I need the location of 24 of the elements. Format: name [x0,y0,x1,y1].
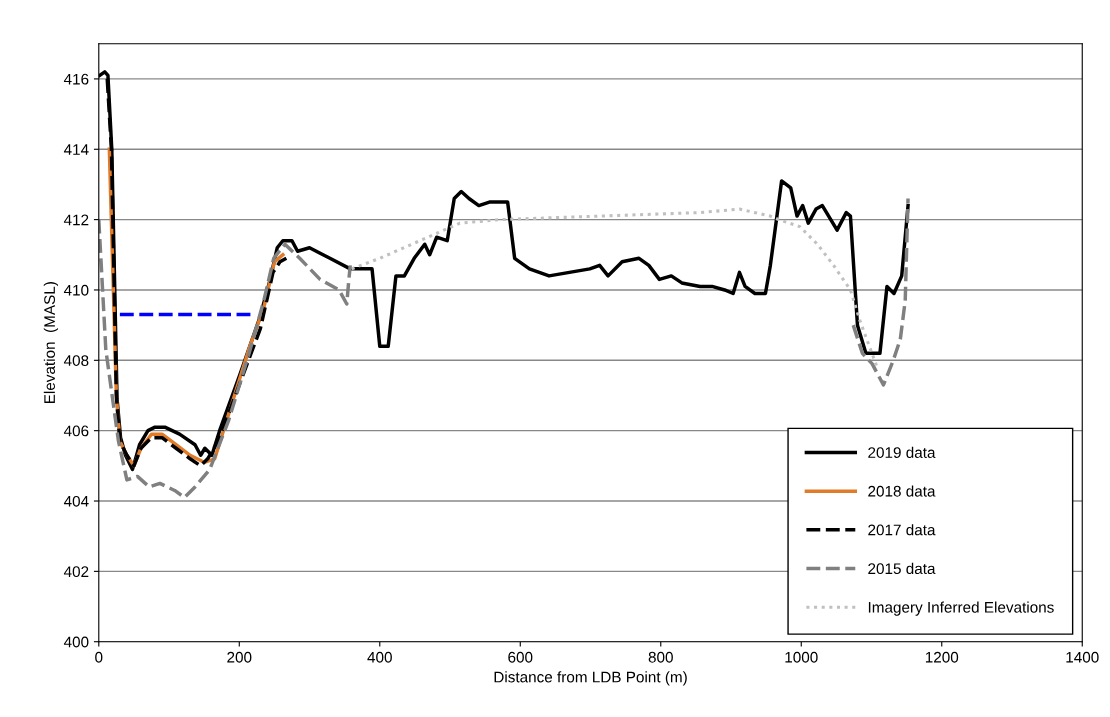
y-tick-label: 408 [63,355,89,366]
y-tick-label: 404 [63,495,89,507]
legend-label: 2018 data [868,485,936,497]
legend-label: Imagery Inferred Elevations [868,601,1054,616]
y-tick-label: 410 [63,284,89,296]
y-tick-label: 402 [63,566,89,578]
x-axis-title: Distance from LDB Point (m) [494,671,687,686]
x-tick-label: 1000 [785,651,818,663]
y-tick-label: 400 [63,636,89,648]
y-axis-title: Elevation (MASL) [43,282,59,404]
x-tick-label: 800 [648,651,673,663]
x-tick-label: 600 [508,651,533,663]
x-tick-label: 400 [367,651,392,663]
y-tick-label: 406 [63,425,89,437]
x-tick-label: 1400 [1066,651,1099,663]
x-tick-label: 0 [95,651,103,663]
legend-label: 2017 data [868,524,936,536]
x-tick-label: 200 [227,651,252,663]
x-tick-label: 1200 [925,651,959,663]
y-tick-label: 412 [63,214,89,226]
legend-label: 2015 data [868,562,936,575]
y-tick-label: 414 [63,144,89,155]
legend-label: 2019 data [868,446,936,458]
y-tick-label: 416 [63,73,89,85]
